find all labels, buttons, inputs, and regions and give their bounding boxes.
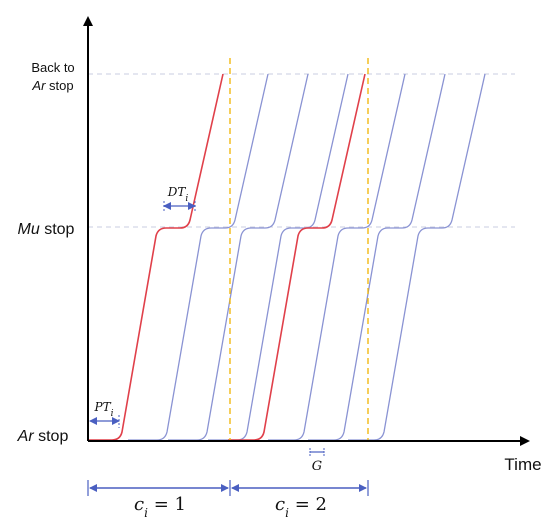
cycle-1-label: ci = 1	[134, 494, 186, 520]
train-trajectory-6	[268, 73, 406, 441]
train-trajectory-8	[348, 73, 486, 441]
gap-label: G	[312, 459, 322, 474]
processing-time-label: PTi	[94, 400, 114, 419]
train-trajectory-2	[128, 73, 269, 441]
train-trajectory-4	[208, 73, 349, 441]
train-trajectory-7	[308, 73, 446, 441]
back-to-ar-stop-label-line2: Ar stop	[31, 78, 73, 93]
train-trajectory-3	[168, 73, 309, 441]
time-axis-label: Time	[504, 455, 541, 474]
cycle-2-label: ci = 2	[275, 494, 327, 520]
train-trajectory-5	[228, 73, 366, 441]
mu-stop-label: Mu stop	[18, 221, 75, 238]
ar-stop-label: Ar stop	[17, 428, 69, 445]
train-trajectory-1	[88, 73, 224, 441]
back-to-ar-stop-label-line1: Back to	[31, 60, 74, 75]
dwell-time-label: DTi	[167, 185, 189, 204]
train-trajectories	[88, 73, 486, 441]
